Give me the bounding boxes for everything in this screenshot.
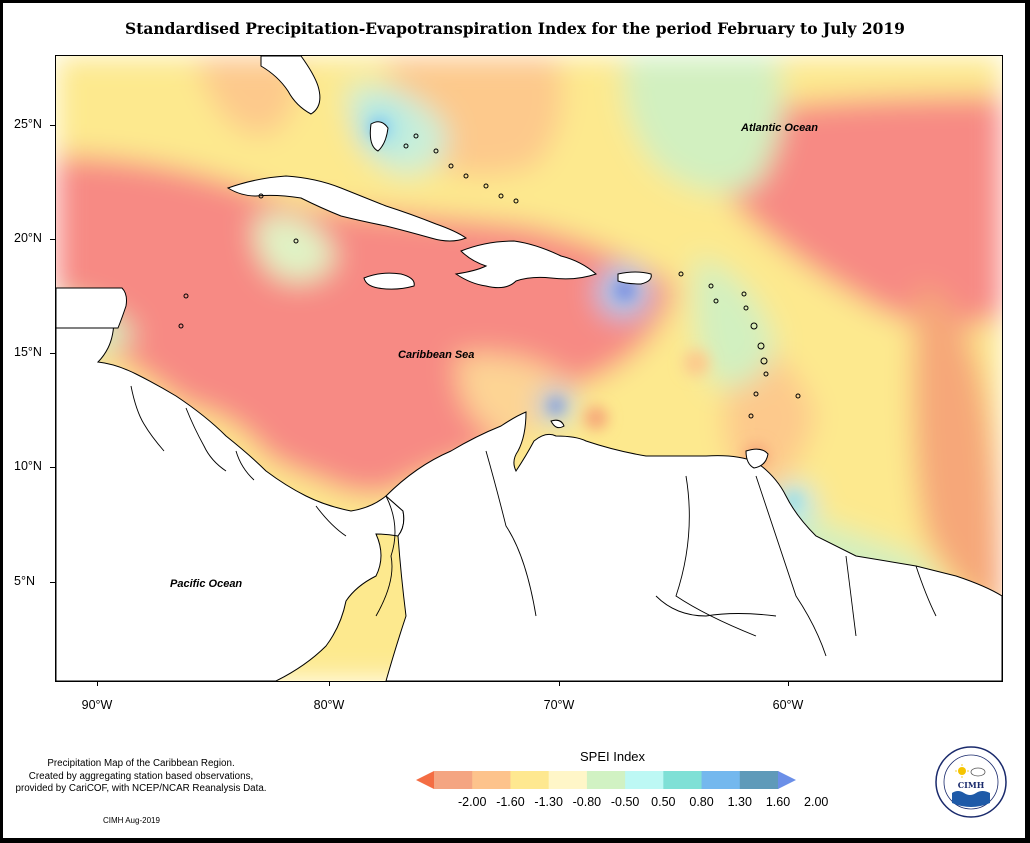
map-title: Standardised Precipitation-Evapotranspir… <box>125 19 905 38</box>
legend-cell <box>586 771 626 789</box>
lon-tickmark <box>788 681 789 686</box>
lat-tickmark <box>50 125 55 126</box>
cimh-logo: CIMH <box>935 746 1007 818</box>
lat-tickmark <box>50 239 55 240</box>
legend-label: 2.00 <box>804 795 829 809</box>
yucatan <box>56 287 127 329</box>
jamaica <box>363 272 415 290</box>
legend-label: 0.80 <box>689 795 714 809</box>
legend-label: -0.50 <box>610 795 640 809</box>
legend-label: 0.50 <box>651 795 676 809</box>
spei-map: Atlantic Ocean Caribbean Sea Pacific Oce… <box>55 55 1003 682</box>
map-description: Precipitation Map of the Caribbean Regio… <box>8 758 274 796</box>
lat-tick-10n: 10°N <box>14 459 42 473</box>
lon-tick-90w: 90°W <box>81 698 113 712</box>
legend-label: -1.30 <box>534 795 563 809</box>
legend-cell <box>434 771 473 789</box>
andros <box>369 121 389 152</box>
label-atlantic: Atlantic Ocean <box>740 122 818 134</box>
cuba <box>226 175 468 242</box>
lat-tickmark <box>50 353 55 354</box>
lat-tickmark <box>50 582 55 583</box>
legend-colorbar <box>416 771 796 789</box>
legend-cell <box>739 771 779 789</box>
legend-label: 1.30 <box>727 795 752 809</box>
puerto-rico <box>617 271 652 285</box>
lon-tick-80w: 80°W <box>313 698 345 712</box>
legend-arrow-high <box>778 771 796 789</box>
lat-tick-15n: 15°N <box>14 345 42 359</box>
note-line-1: Precipitation Map of the Caribbean Regio… <box>47 758 235 769</box>
legend-cell <box>701 771 741 789</box>
lon-tickmark <box>559 681 560 686</box>
lon-tick-60w: 60°W <box>772 698 804 712</box>
legend-cell <box>510 771 550 789</box>
florida <box>260 56 321 115</box>
legend-label: 1.60 <box>765 795 791 809</box>
legend-cell <box>663 771 703 789</box>
lon-tickmark <box>97 681 98 686</box>
logo-acronym: CIMH <box>958 780 985 790</box>
central-america <box>56 287 405 681</box>
trinidad <box>745 448 769 469</box>
credit-text: CIMH Aug-2019 <box>103 816 160 825</box>
legend-cell <box>625 771 664 789</box>
south-america <box>385 411 1002 681</box>
legend-label: -1.60 <box>496 795 525 809</box>
lon-tick-70w: 70°W <box>543 698 575 712</box>
lat-tick-25n: 25°N <box>14 117 42 131</box>
map-canvas: Atlantic Ocean Caribbean Sea Pacific Oce… <box>56 56 1002 681</box>
legend-cell <box>548 771 588 789</box>
lesser-antilles <box>178 133 801 419</box>
note-line-2: Created by aggregating station based obs… <box>28 770 254 782</box>
lat-tickmark <box>50 467 55 468</box>
legend-label: -2.00 <box>457 795 487 809</box>
land-masses <box>56 56 1002 681</box>
legend-arrow-low <box>416 771 434 789</box>
legend-label: -0.80 <box>572 795 602 809</box>
lon-tickmark <box>329 681 330 686</box>
lat-tick-5n: 5°N <box>14 574 35 588</box>
country-borders <box>130 385 937 657</box>
curacao <box>550 419 565 429</box>
legend-title: SPEI Index <box>580 749 646 764</box>
label-pacific: Pacific Ocean <box>170 578 242 590</box>
lat-tick-20n: 20°N <box>14 231 42 245</box>
legend-cell <box>472 771 511 789</box>
hispaniola <box>454 240 597 289</box>
note-line-3: provided by CariCOF, with NCEP/NCAR Rean… <box>15 783 267 794</box>
label-caribbean: Caribbean Sea <box>398 349 474 361</box>
